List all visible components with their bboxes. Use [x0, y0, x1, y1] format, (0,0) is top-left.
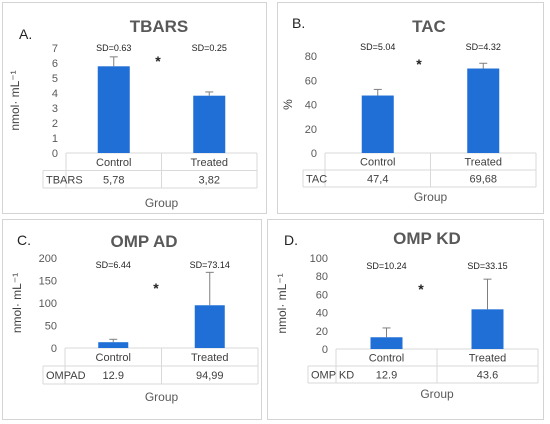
significance-marker-omp-ad: *	[153, 280, 159, 296]
table-series-label-omp-kd: OMP KD	[311, 370, 354, 382]
y-tick-label-tbars-3: 3	[52, 103, 58, 115]
y-tick-label-tbars-6: 6	[52, 58, 58, 70]
sd-label-omp-ad-0: SD=6.44	[96, 260, 131, 270]
table-value-omp-kd-1: 43.6	[477, 370, 498, 382]
chart-svg-tac: B. TAC 0 20 40 60 80% TAC Control 47,4 SD=5.04 Trea…	[281, 15, 537, 204]
chart-panel-tbars: A. TBARS 0 1 2 3 4 5 6 7 nmol· mL⁻¹ TBARS Control 5,7…	[2, 2, 267, 214]
chart-title-omp-ad: OMP AD	[110, 232, 177, 251]
sd-label-tac-1: SD=4.32	[466, 42, 501, 52]
table-value-tac-1: 69,68	[469, 174, 497, 186]
panel-letter-tbars: A.	[19, 26, 32, 42]
significance-marker-omp-kd: *	[418, 281, 424, 297]
sd-label-tbars-1: SD=0.25	[192, 43, 227, 53]
y-tick-label-tbars-7: 7	[52, 43, 58, 55]
sd-label-tbars-0: SD=0.63	[96, 43, 131, 53]
y-tick-label-tac-4: 80	[305, 51, 317, 63]
y-tick-label-tbars-1: 1	[52, 133, 58, 145]
table-series-label-tbars: TBARS	[46, 174, 83, 186]
y-tick-label-omp-ad-0: 0	[51, 343, 57, 355]
significance-marker-tac: *	[416, 56, 422, 72]
bar-tac-treated	[467, 68, 500, 153]
y-tick-label-tbars-0: 0	[52, 148, 58, 160]
table-series-label-tac: TAC	[306, 174, 327, 186]
category-label-omp-kd-1: Treated	[469, 353, 507, 365]
chart-panel-omp-ad: C. OMP AD 0 50 100 150 200 nmol· mL⁻¹ OMPAD Contr…	[2, 219, 262, 420]
chart-title-tbars: TBARS	[130, 17, 189, 36]
bar-omp-ad-treated	[194, 305, 225, 348]
x-axis-label-omp-ad: Group	[145, 390, 179, 404]
bar-omp-kd-control	[370, 337, 403, 349]
y-tick-label-omp-ad-1: 50	[45, 321, 57, 333]
panel-letter-omp-ad: C.	[17, 232, 31, 248]
chart-svg-tbars: A. TBARS 0 1 2 3 4 5 6 7 nmol· mL⁻¹ TBARS Control 5,7…	[8, 17, 258, 210]
y-tick-label-omp-kd-3: 60	[316, 289, 328, 301]
table-value-tac-0: 47,4	[367, 174, 388, 186]
y-tick-label-tac-1: 20	[305, 124, 317, 136]
y-tick-label-omp-kd-5: 100	[310, 253, 328, 265]
table-value-tbars-1: 3,82	[199, 174, 220, 186]
category-label-tbars-0: Control	[96, 157, 131, 169]
chart-svg-omp-ad: C. OMP AD 0 50 100 150 200 nmol· mL⁻¹ OMPAD Contr…	[10, 232, 259, 404]
bar-omp-kd-treated	[471, 309, 504, 349]
y-tick-label-omp-ad-4: 200	[39, 253, 57, 265]
y-tick-label-omp-ad-3: 150	[39, 276, 57, 288]
table-series-label-omp-ad: OMPAD	[46, 370, 86, 382]
y-axis-label-omp-ad: nmol· mL⁻¹	[10, 273, 24, 333]
sd-label-tac-0: SD=5.04	[360, 42, 395, 52]
chart-svg-omp-kd: D. OMP KD 0 20 40 60 80 100 nmol· mL⁻¹ OMP KD Cont…	[275, 229, 539, 401]
y-tick-label-omp-ad-2: 100	[39, 298, 57, 310]
chart-title-omp-kd: OMP KD	[393, 229, 461, 248]
x-axis-label-tbars: Group	[145, 196, 179, 210]
y-tick-label-tbars-5: 5	[52, 73, 58, 85]
sd-label-omp-ad-1: SD=73.14	[190, 260, 230, 270]
category-label-tac-1: Treated	[464, 157, 502, 169]
panel-letter-tac: B.	[292, 15, 305, 31]
y-tick-label-tbars-4: 4	[52, 88, 58, 100]
significance-marker-tbars: *	[155, 53, 161, 69]
bar-tbars-treated	[193, 95, 226, 153]
y-tick-label-tac-3: 60	[305, 75, 317, 87]
bar-tac-control	[361, 95, 394, 153]
chart-panel-tac: B. TAC 0 20 40 60 80% TAC Control 47,4 SD=5.04 Trea…	[277, 2, 544, 214]
table-value-omp-kd-0: 12.9	[376, 370, 397, 382]
y-tick-label-omp-kd-4: 80	[316, 271, 328, 283]
panel-letter-omp-kd: D.	[284, 232, 298, 248]
x-axis-label-omp-kd: Group	[420, 387, 454, 401]
category-label-omp-kd-0: Control	[369, 353, 404, 365]
category-label-tbars-1: Treated	[190, 157, 228, 169]
y-tick-label-tac-0: 0	[311, 148, 317, 160]
y-tick-label-tbars-2: 2	[52, 118, 58, 130]
y-axis-label-tbars: nmol· mL⁻¹	[8, 70, 22, 130]
y-tick-label-omp-kd-2: 40	[316, 308, 328, 320]
table-value-omp-ad-0: 12.9	[103, 370, 124, 382]
category-label-omp-ad-1: Treated	[191, 352, 229, 364]
bar-omp-ad-control	[98, 342, 129, 348]
category-label-omp-ad-0: Control	[96, 352, 131, 364]
y-tick-label-omp-kd-0: 0	[322, 344, 328, 356]
y-tick-label-tac-2: 40	[305, 100, 317, 112]
x-axis-label-tac: Group	[414, 190, 448, 204]
sd-label-omp-kd-1: SD=33.15	[467, 261, 507, 271]
y-axis-label-tac: %	[281, 99, 295, 110]
y-axis-label-omp-kd: nmol· mL⁻¹	[275, 273, 289, 333]
category-label-tac-0: Control	[360, 157, 395, 169]
sd-label-omp-kd-0: SD=10.24	[366, 261, 406, 271]
bar-tbars-control	[97, 66, 130, 153]
y-tick-label-omp-kd-1: 20	[316, 326, 328, 338]
table-value-tbars-0: 5,78	[103, 174, 124, 186]
table-value-omp-ad-1: 94,99	[196, 370, 224, 382]
chart-panel-omp-kd: D. OMP KD 0 20 40 60 80 100 nmol· mL⁻¹ OMP KD Cont…	[267, 219, 544, 420]
chart-title-tac: TAC	[412, 17, 446, 36]
